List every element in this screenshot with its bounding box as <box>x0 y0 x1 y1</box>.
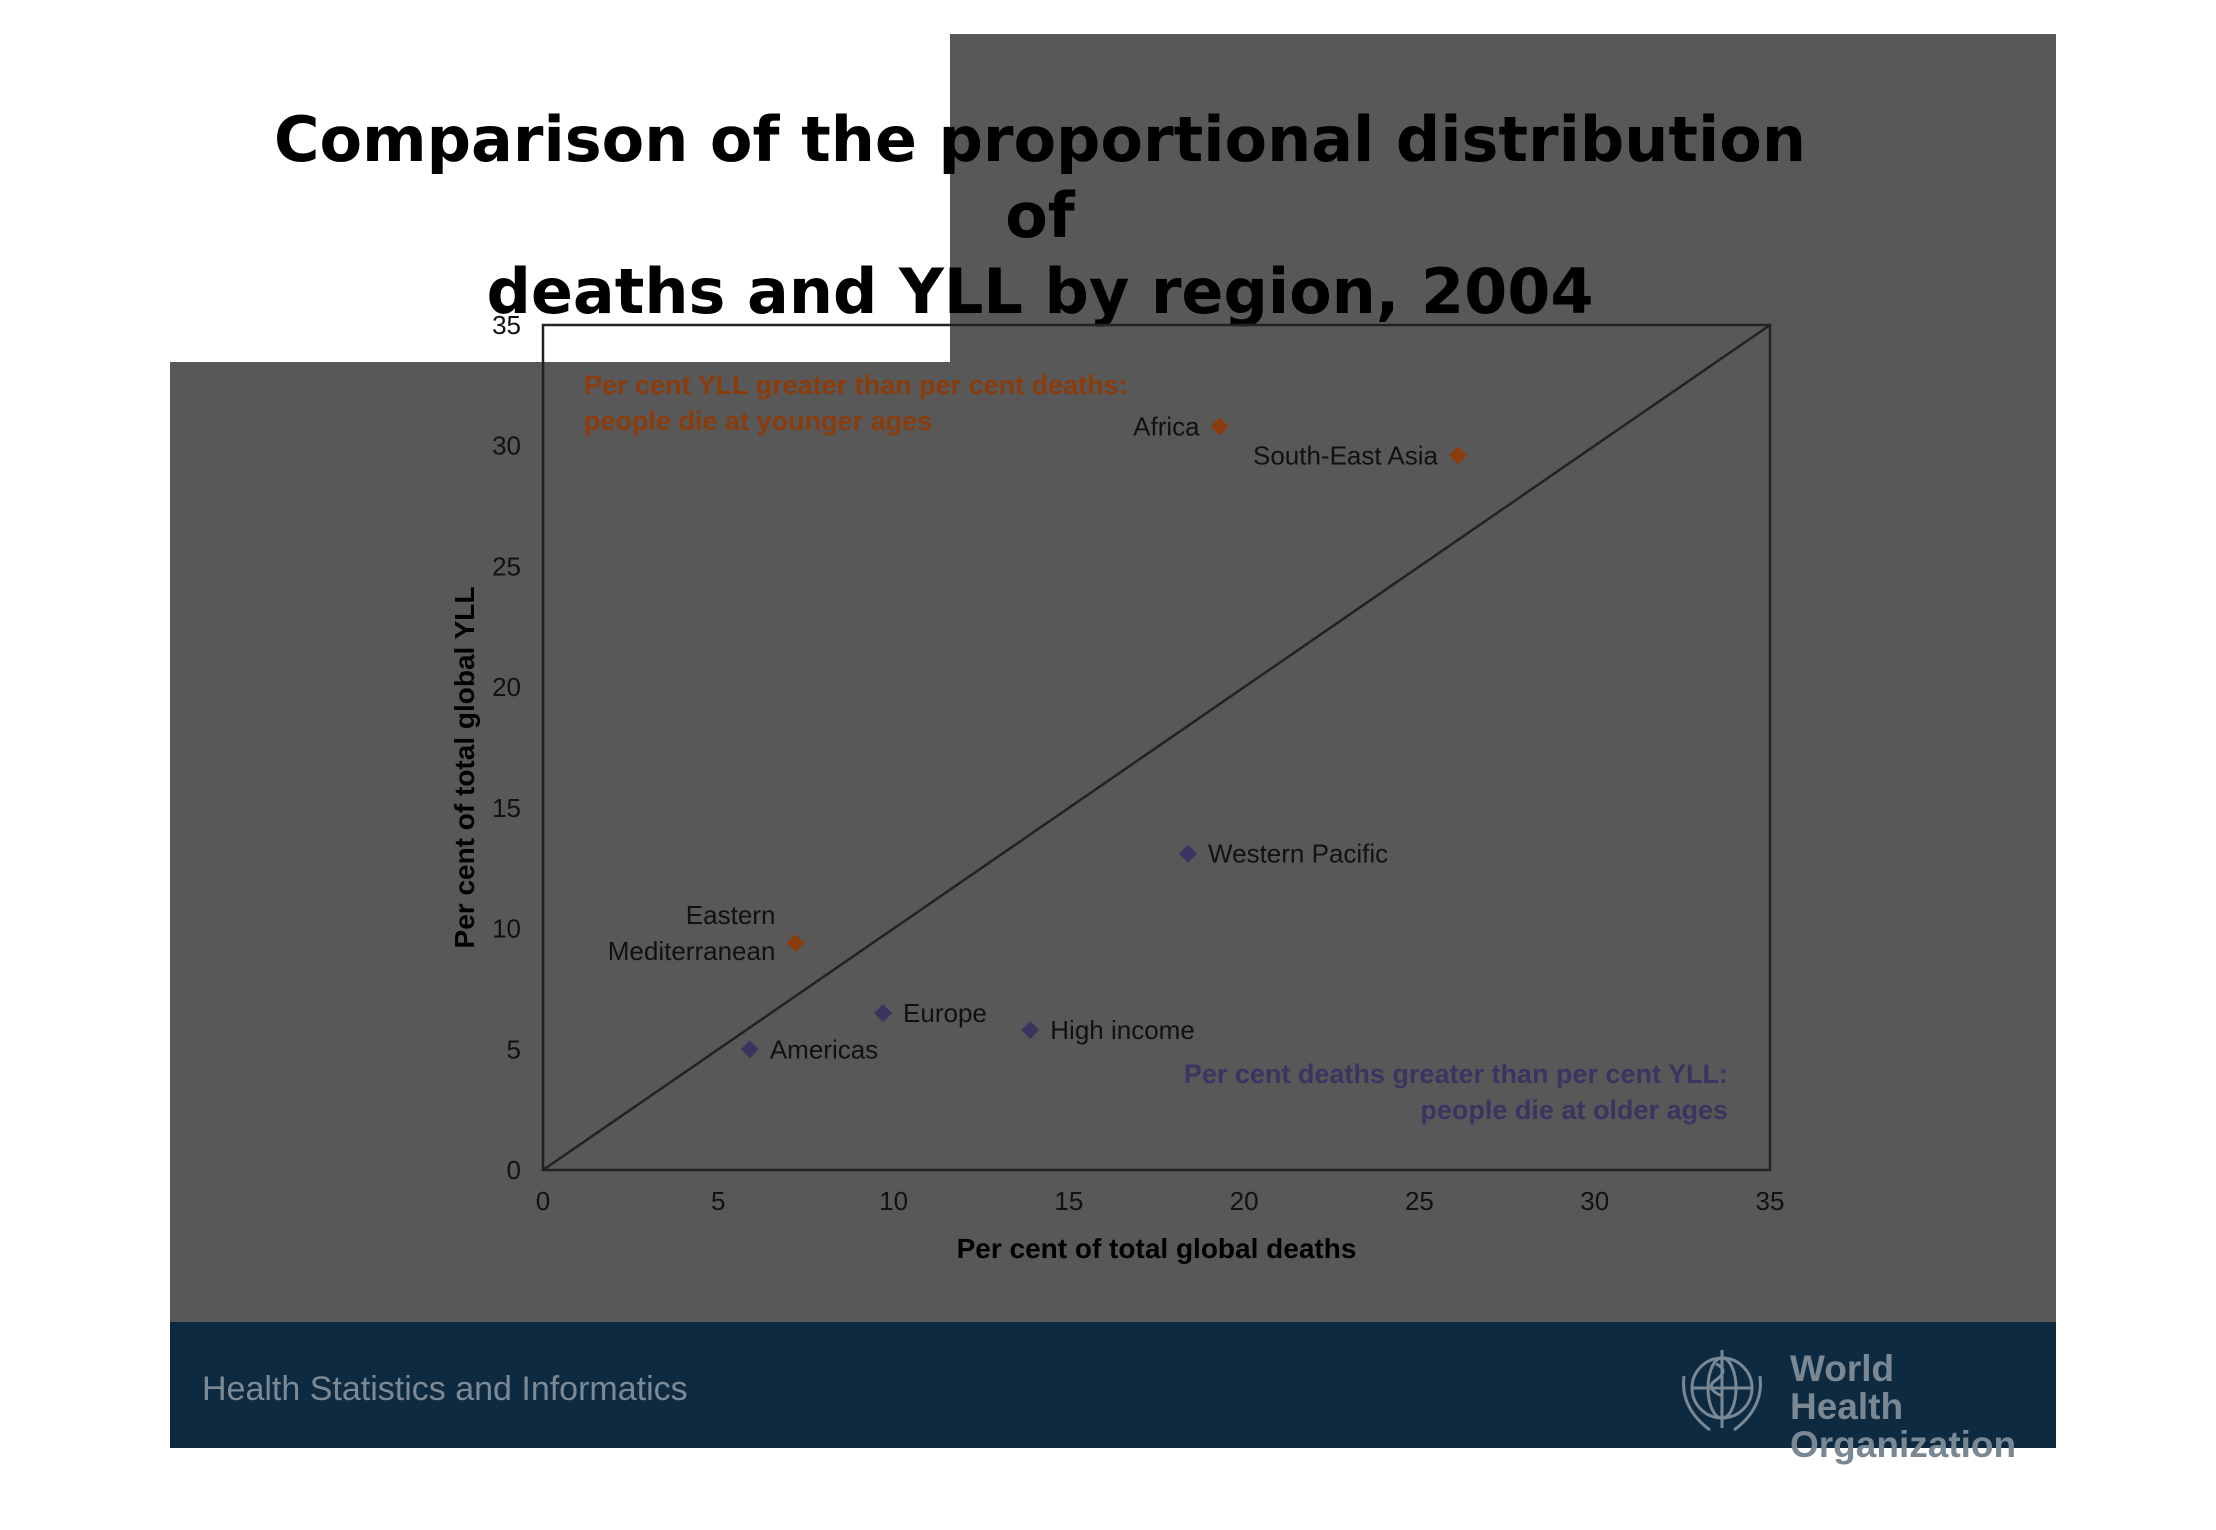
who-name-line-2: Organization <box>1790 1424 2017 1465</box>
annotation-younger: Per cent YLL greater than per cent death… <box>584 370 1128 400</box>
point-label: Eastern <box>686 900 776 930</box>
point-label: High income <box>1050 1015 1195 1045</box>
point-label: Americas <box>770 1034 878 1064</box>
title-line-1: Comparison of the proportional distribut… <box>273 103 1807 252</box>
who-name: World Health Organization <box>1790 1350 2016 1464</box>
title-line-2: deaths and YLL by region, 2004 <box>486 255 1594 328</box>
annotation-older: Per cent deaths greater than per cent YL… <box>1184 1059 1728 1089</box>
point-label: Africa <box>1133 411 1200 441</box>
plot-frame <box>541 323 1772 1172</box>
x-tick-label: 15 <box>1054 1186 1083 1216</box>
x-tick-label: 35 <box>1756 1186 1785 1216</box>
y-tick-label: 30 <box>492 431 521 461</box>
x-tick-label: 25 <box>1405 1186 1434 1216</box>
diagonal-reference-line <box>542 323 1771 1172</box>
footer-bar: Health Statistics and Informatics World … <box>170 1322 2056 1464</box>
annotation-younger: people die at younger ages <box>584 406 932 436</box>
y-tick-label: 15 <box>492 793 521 823</box>
y-axis-label: Per cent of total global YLL <box>449 587 480 949</box>
x-axis-label: Per cent of total global deaths <box>957 1233 1357 1264</box>
point-label: Mediterranean <box>608 936 776 966</box>
y-tick-label: 35 <box>492 310 521 340</box>
data-point-south-east-asia <box>1448 446 1467 465</box>
data-point-western-pacific <box>1179 844 1198 863</box>
data-point-eastern-mediterranean <box>786 934 805 953</box>
who-logo: World Health Organization <box>1670 1336 2016 1464</box>
x-tick-label: 5 <box>711 1186 725 1216</box>
y-tick-label: 0 <box>507 1155 521 1185</box>
who-emblem-icon <box>1682 1350 1762 1432</box>
who-name-line-1: World Health <box>1790 1348 1904 1427</box>
x-tick-label: 10 <box>879 1186 908 1216</box>
slide-background-top <box>950 34 2056 364</box>
x-tick-label: 20 <box>1230 1186 1259 1216</box>
y-tick-label: 5 <box>507 1034 521 1064</box>
point-label: South-East Asia <box>1253 440 1439 470</box>
data-point-europe <box>874 1004 893 1023</box>
data-point-africa <box>1210 417 1229 436</box>
data-point-high-income <box>1021 1020 1040 1039</box>
x-tick-label: 30 <box>1580 1186 1609 1216</box>
footer-text: Health Statistics and Informatics <box>202 1370 688 1408</box>
point-label: Western Pacific <box>1208 839 1388 869</box>
y-tick-label: 25 <box>492 551 521 581</box>
y-tick-label: 20 <box>492 672 521 702</box>
point-label: Europe <box>903 998 987 1028</box>
x-tick-label: 0 <box>536 1186 550 1216</box>
data-point-americas <box>740 1040 759 1059</box>
slide-title: Comparison of the proportional distribut… <box>230 102 1850 330</box>
y-tick-label: 10 <box>492 914 521 944</box>
slide-background <box>170 362 2056 1322</box>
annotation-older: people die at older ages <box>1420 1095 1728 1125</box>
